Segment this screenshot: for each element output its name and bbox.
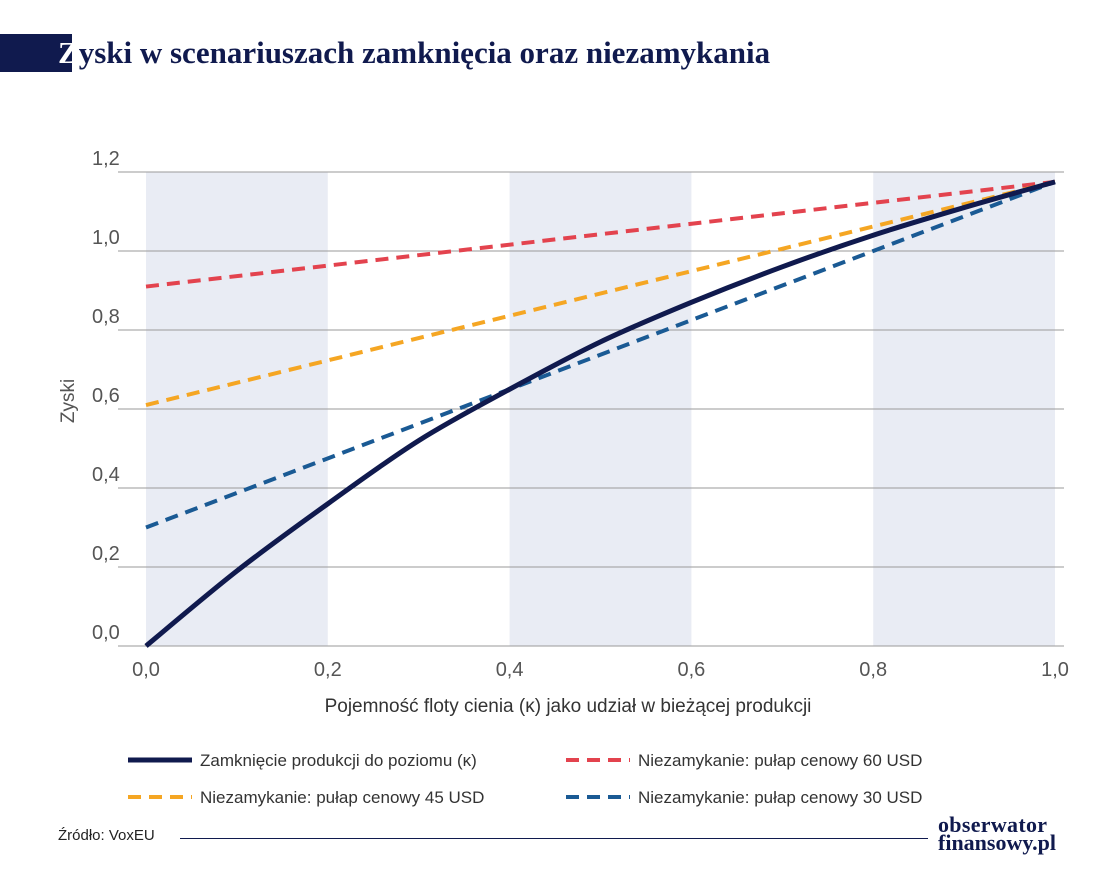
y-tick-label-4: 0,8 <box>92 306 120 328</box>
x-tick-label-4: 0,8 <box>859 659 887 681</box>
legend-label-1: Niezamykanie: pułap cenowy 60 USD <box>638 751 922 770</box>
y-tick-label-3: 0,6 <box>92 385 120 407</box>
title-rest: yski w scenariuszach zamknięcia oraz nie… <box>78 35 771 70</box>
title-accent-bar <box>0 34 72 72</box>
legend: Zamknięcie produkcji do poziomu (κ) Nieza… <box>128 751 922 807</box>
x-tick-label-1: 0,2 <box>314 659 342 681</box>
y-axis-label: Zyski <box>58 379 79 423</box>
footer-divider <box>180 838 928 839</box>
legend-label-2: Niezamykanie: pułap cenowy 45 USD <box>200 788 484 807</box>
series-lines <box>144 179 1056 648</box>
y-tick-labels: 0,0 0,2 0,4 0,6 0,8 1,0 1,2 <box>92 148 120 644</box>
x-axis-label: Pojemność floty cienia (κ) jako udział w… <box>325 696 812 717</box>
series-line-0 <box>144 179 1056 648</box>
source-note: Źródło: VoxEU <box>58 827 155 844</box>
y-tick-label-2: 0,4 <box>92 464 120 486</box>
brand-logo: obserwator finansowy.pl <box>938 812 1056 855</box>
logo-line2: finansowy.pl <box>938 830 1056 855</box>
x-tick-labels: 0,0 0,2 0,4 0,6 0,8 1,0 <box>132 659 1069 681</box>
series-line-1 <box>145 179 1056 289</box>
x-tick-label-5: 1,0 <box>1041 659 1069 681</box>
page-title: Zyski w scenariuszach zamknięcia oraz ni… <box>58 34 770 72</box>
y-tick-label-1: 0,2 <box>92 543 120 565</box>
y-tick-label-6: 1,2 <box>92 148 120 170</box>
legend-label-0: Zamknięcie produkcji do poziomu (κ) <box>200 751 477 770</box>
title-first-letter: Z <box>58 35 79 70</box>
legend-label-3: Niezamykanie: pułap cenowy 30 USD <box>638 788 922 807</box>
y-tick-label-0: 0,0 <box>92 622 120 644</box>
logo-line1: obserwator <box>938 812 1048 837</box>
x-tick-label-3: 0,6 <box>677 659 705 681</box>
x-tick-label-0: 0,0 <box>132 659 160 681</box>
y-tick-label-5: 1,0 <box>92 227 120 249</box>
series-line-2 <box>145 179 1056 407</box>
series-line-3 <box>145 180 1056 530</box>
x-tick-label-2: 0,4 <box>496 659 524 681</box>
grid-lines <box>118 171 1064 647</box>
